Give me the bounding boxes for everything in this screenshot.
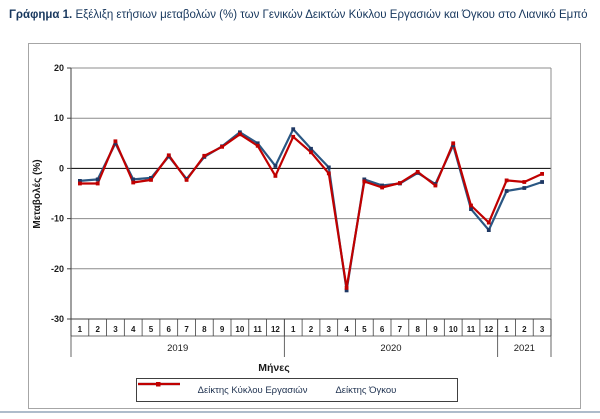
- series-marker-0: [95, 177, 100, 182]
- y-tick-label: 10: [54, 113, 64, 123]
- month-cell-label: 10: [235, 325, 244, 334]
- month-cell-label: 5: [149, 325, 154, 334]
- y-tick-label: 20: [54, 63, 64, 73]
- legend-item-volume: Δείκτης Όγκου: [138, 382, 397, 396]
- series-marker-0: [309, 146, 313, 151]
- series-marker-1: [184, 178, 189, 182]
- legend-item-turnover: Δείκτης Κύκλου Εργασιών: [138, 382, 308, 396]
- month-cell-label: 11: [253, 325, 262, 334]
- series-marker-0: [113, 141, 118, 146]
- year-label: 2021: [514, 343, 535, 354]
- series-marker-0: [344, 288, 349, 293]
- month-cell-label: 2: [309, 325, 314, 334]
- footer-rule: [0, 411, 600, 413]
- chart-title-prefix: Γράφημα 1.: [9, 9, 73, 21]
- series-marker-1: [486, 220, 491, 225]
- series-marker-0: [238, 130, 242, 135]
- series-marker-1: [291, 134, 296, 139]
- series-marker-1: [309, 150, 313, 155]
- series-marker-1: [504, 178, 509, 183]
- legend-label-volume: Δείκτης Όγκου: [335, 384, 397, 396]
- month-cell-label: 2: [522, 325, 527, 334]
- series-marker-1: [469, 203, 473, 208]
- series-marker-0: [273, 164, 278, 168]
- series-marker-0: [451, 143, 456, 148]
- month-cell-label: 3: [540, 325, 545, 334]
- y-axis-title: Μεταβολές (%): [32, 159, 43, 229]
- series-marker-1: [380, 185, 384, 190]
- series-marker-1: [415, 170, 420, 174]
- series-marker-0: [131, 177, 136, 182]
- series-marker-1: [78, 181, 82, 186]
- series-marker-0: [469, 207, 473, 211]
- year-label: 2019: [167, 343, 188, 354]
- month-cell-label: 6: [380, 325, 385, 334]
- month-cell-label: 3: [113, 325, 118, 334]
- series-marker-1: [95, 181, 100, 186]
- month-cell-label: 10: [449, 325, 458, 334]
- month-cell-label: 12: [271, 325, 280, 334]
- series-marker-1: [149, 178, 153, 182]
- series-marker-1: [451, 141, 456, 146]
- legend: Δείκτης Κύκλου Εργασιών Δείκτης Όγκου: [136, 378, 458, 402]
- legend-label-turnover: Δείκτης Κύκλου Εργασιών: [197, 384, 308, 396]
- month-cell-label: 11: [467, 325, 476, 334]
- y-tick-label: -30: [51, 314, 64, 324]
- month-cell-label: 5: [362, 325, 367, 334]
- y-tick-label: 0: [59, 163, 64, 173]
- series-marker-1: [540, 172, 544, 176]
- month-cell-label: 8: [415, 325, 420, 334]
- month-cell-label: 7: [398, 325, 403, 334]
- series-marker-0: [486, 228, 491, 232]
- month-cell-label: 12: [484, 325, 493, 334]
- series-marker-1: [326, 171, 331, 176]
- month-cell-label: 1: [291, 325, 296, 334]
- series-marker-1: [433, 183, 438, 188]
- month-cell-label: 3: [327, 325, 332, 334]
- series-marker-1: [238, 132, 242, 137]
- chart-title-text: Εξέλιξη ετήσιων μεταβολών (%) των Γενικώ…: [72, 9, 588, 21]
- series-marker-0: [362, 177, 367, 182]
- month-cell-label: 9: [220, 325, 225, 334]
- series-marker-0: [522, 186, 527, 190]
- series-marker-0: [291, 127, 296, 132]
- month-cell-label: 1: [504, 325, 509, 334]
- series-marker-0: [504, 189, 509, 193]
- series-marker-0: [380, 183, 384, 188]
- series-marker-1: [398, 181, 402, 185]
- series-marker-0: [149, 176, 153, 180]
- series-marker-1: [362, 179, 367, 184]
- month-cell-label: 2: [95, 325, 100, 334]
- series-marker-1: [166, 153, 171, 158]
- series-marker-1: [273, 174, 278, 178]
- series-marker-0: [78, 179, 82, 183]
- series-marker-1: [220, 144, 224, 149]
- x-axis-title: Μήνες: [258, 362, 290, 374]
- year-label: 2020: [380, 343, 401, 354]
- y-tick-label: -20: [51, 264, 64, 274]
- series-marker-0: [326, 165, 331, 170]
- month-cell-label: 6: [167, 325, 172, 334]
- chart-title: Γράφημα 1. Εξέλιξη ετήσιων μεταβολών (%)…: [9, 9, 600, 27]
- month-cell-label: 7: [184, 325, 189, 334]
- series-marker-0: [255, 141, 260, 146]
- month-cell-label: 1: [78, 325, 83, 334]
- series-marker-1: [344, 286, 349, 290]
- series-marker-1: [255, 143, 260, 148]
- series-marker-1: [113, 139, 118, 144]
- series-marker-1: [131, 180, 136, 185]
- chart-frame: 20 10 0 -10 -20 -30 1 2 3 4 5 6 7 8 9 10 11 12 1 2 3 4 5 6 7 8 9 10…: [28, 43, 581, 409]
- month-cell-label: 4: [131, 325, 136, 334]
- month-cell-label: 8: [202, 325, 207, 334]
- series-marker-1: [202, 153, 207, 158]
- y-tick-label: -10: [51, 214, 64, 224]
- series-marker-1: [522, 180, 527, 184]
- month-cell-label: 4: [344, 325, 349, 334]
- month-cell-label: 9: [433, 325, 438, 334]
- series-marker-0: [540, 180, 544, 184]
- volume-line-icon: [138, 382, 180, 387]
